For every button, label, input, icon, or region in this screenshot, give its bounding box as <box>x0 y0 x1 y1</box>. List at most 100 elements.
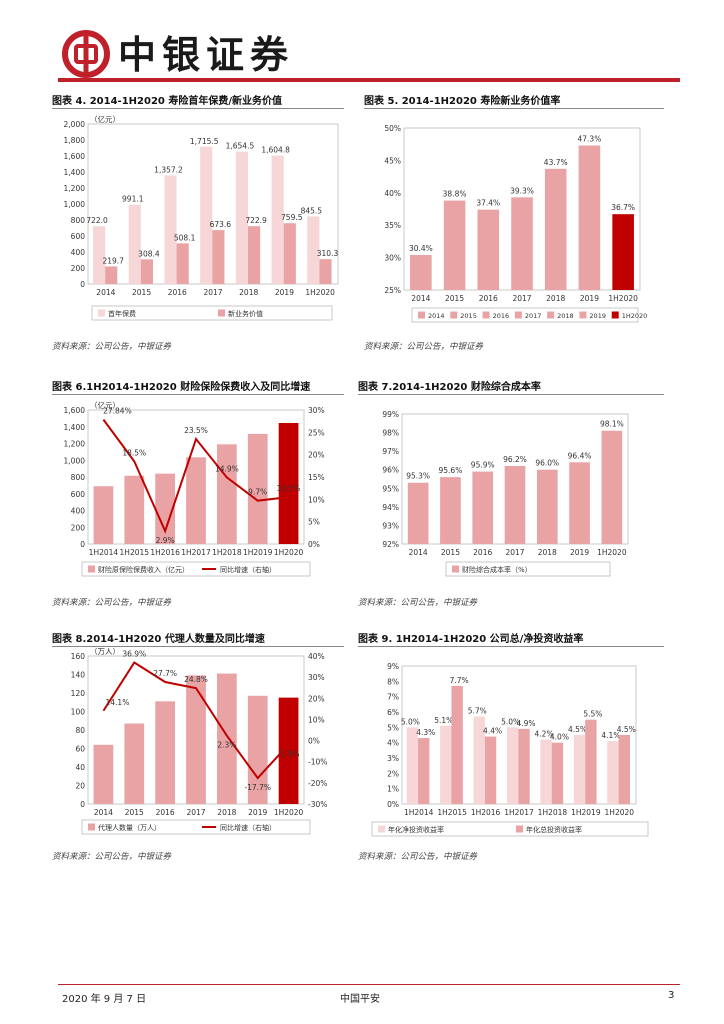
c4-data-label: 991.1 <box>122 195 144 204</box>
c8-bar <box>186 675 206 804</box>
c7-bar <box>569 462 590 544</box>
c4-xtick: 2019 <box>275 288 294 297</box>
c4-bar-b <box>140 259 153 284</box>
c5-legend-swatch <box>418 311 425 319</box>
c7-ytick: 97% <box>382 447 399 456</box>
c8-line-label: 36.9% <box>122 650 146 659</box>
chart4-source: 资料来源：公司公告，中银证券 <box>52 342 172 352</box>
c8-ytick: 80 <box>75 726 85 735</box>
c8-bar <box>216 673 237 804</box>
c7-legend-swatch <box>452 565 459 573</box>
c4-bar-b <box>212 230 225 284</box>
c9-data-label: 5.0% <box>501 717 520 726</box>
c4-bar-a <box>164 175 177 284</box>
c9-data-label: 5.7% <box>468 707 487 716</box>
c7-ytick: 93% <box>382 521 399 530</box>
c9-bar-a <box>573 735 586 804</box>
c9-ytick: 5% <box>387 723 399 732</box>
c6-y2tick: 25% <box>308 428 325 437</box>
c8-xtick: 2017 <box>186 808 205 817</box>
c9-bar-b <box>585 719 597 804</box>
c5-bar <box>544 168 567 290</box>
c8-ytick: 40 <box>75 763 85 772</box>
c6-y2tick: 5% <box>308 518 320 527</box>
c6-xtick: 1H2020 <box>274 548 304 557</box>
c4-legend-box <box>91 305 333 321</box>
c6-line-label: 27.84% <box>103 407 132 416</box>
c8-ytick: 100 <box>71 708 86 717</box>
c7-ytick: 98% <box>382 429 399 438</box>
c9-data-label: 4.5% <box>617 725 636 734</box>
c8-y2tick: 20% <box>308 694 325 703</box>
chart7-source: 资料来源：公司公告，中银证券 <box>358 598 478 608</box>
c8-bar <box>124 723 145 804</box>
c5-xtick: 2016 <box>479 294 498 303</box>
c5-bar <box>578 145 601 290</box>
footer-page-number: 3 <box>668 990 675 1001</box>
c7-legend-box <box>445 561 611 577</box>
c4-bar-a <box>307 216 320 284</box>
c5-xtick: 1H2020 <box>608 294 638 303</box>
c6-legend-box <box>81 561 311 577</box>
c8-xtick: 2014 <box>94 808 113 817</box>
c8-xtick: 2018 <box>217 808 236 817</box>
chart5-svg: 25% 30% 35% 40% 45% 50% 2014 2015 2016 2017 2018 20… <box>384 124 647 323</box>
c5-xtick: 2019 <box>580 294 599 303</box>
c5-legend-label: 2014 <box>428 312 445 320</box>
c6-xtick: 1H2018 <box>212 548 242 557</box>
c8-legend-label: 代理人数量（万人） <box>98 823 161 832</box>
c9-bar-a <box>440 725 452 804</box>
c4-data-label: 759.5 <box>281 213 303 222</box>
c7-ytick: 95% <box>382 484 399 493</box>
c7-data-label: 95.6% <box>439 466 463 475</box>
c6-line-label: 14.9% <box>215 464 239 473</box>
c9-xtick: 1H2019 <box>571 808 601 817</box>
c5-data-label: 38.8% <box>443 190 467 199</box>
c9-data-label: 4.2% <box>535 730 554 739</box>
c8-ytick: 140 <box>71 671 86 680</box>
chart9-title: 图表 9. 1H2014-1H2020 公司总/净投资收益率 <box>358 634 584 645</box>
c8-legend-label: 同比增速（右轴） <box>220 823 276 832</box>
c8-ytick: 0 <box>80 800 85 809</box>
c8-legend-swatch <box>88 823 95 831</box>
c4-xtick: 2017 <box>203 288 222 297</box>
c9-data-label: 4.3% <box>416 728 435 737</box>
c5-legend-label: 2017 <box>525 312 542 320</box>
c8-xtick: 1H2020 <box>274 808 304 817</box>
c9-legend-box <box>371 821 649 837</box>
c6-ytick: 1,200 <box>64 440 86 449</box>
c6-bar <box>247 433 268 544</box>
c6-bar <box>155 473 176 544</box>
c6-line-label: 23.5% <box>184 426 208 435</box>
chart8-source: 资料来源：公司公告，中银证券 <box>52 852 172 862</box>
c4-bar-a <box>235 151 248 284</box>
c9-bar-a <box>540 739 552 804</box>
c9-xtick: 1H2018 <box>538 808 568 817</box>
chart6-title: 图表 6.1H2014-1H2020 财险保险保费收入及同比增速 <box>52 382 311 393</box>
c6-line-label: 10.5% <box>277 484 301 493</box>
c4-ytick: 400 <box>71 248 86 257</box>
c9-xtick: 1H2015 <box>437 808 467 817</box>
c5-bar <box>410 255 432 290</box>
c7-data-label: 95.3% <box>406 472 430 481</box>
c6-ytick: 200 <box>71 523 86 532</box>
chart8-title-rule <box>52 646 344 647</box>
chart9-svg: 0%1%2%3%4%5%6%7%8%9%1H2014 1H2015 1H2016 1H… <box>371 662 649 837</box>
c6-y2tick: 0% <box>308 540 320 549</box>
c8-line-label: -17.7% <box>244 783 271 792</box>
c9-data-label: 4.1% <box>601 731 620 740</box>
c8-line-label: -1.9% <box>278 750 300 759</box>
c5-data-label: 30.4% <box>409 244 433 253</box>
chart6-title-rule <box>52 394 344 395</box>
c4-legend-swatch <box>218 309 225 317</box>
c6-bar <box>93 486 114 544</box>
c9-ytick: 8% <box>387 677 399 686</box>
c7-xtick: 2014 <box>409 548 428 557</box>
c9-legend-swatch <box>516 825 523 833</box>
c6-xtick: 1H2017 <box>181 548 211 557</box>
c9-data-label: 4.4% <box>483 727 502 736</box>
c7-ytick: 94% <box>382 503 399 512</box>
header-rule <box>58 78 680 82</box>
c8-y2tick: 30% <box>308 673 325 682</box>
c8-xtick: 2015 <box>125 808 144 817</box>
